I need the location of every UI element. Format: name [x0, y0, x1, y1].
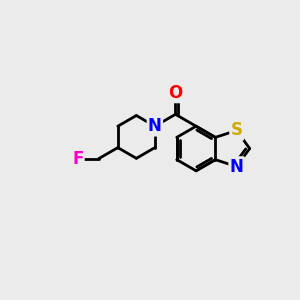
Text: N: N	[148, 117, 162, 135]
Text: F: F	[72, 150, 83, 168]
Text: N: N	[230, 158, 244, 175]
Text: O: O	[168, 84, 183, 102]
Text: S: S	[231, 122, 243, 140]
